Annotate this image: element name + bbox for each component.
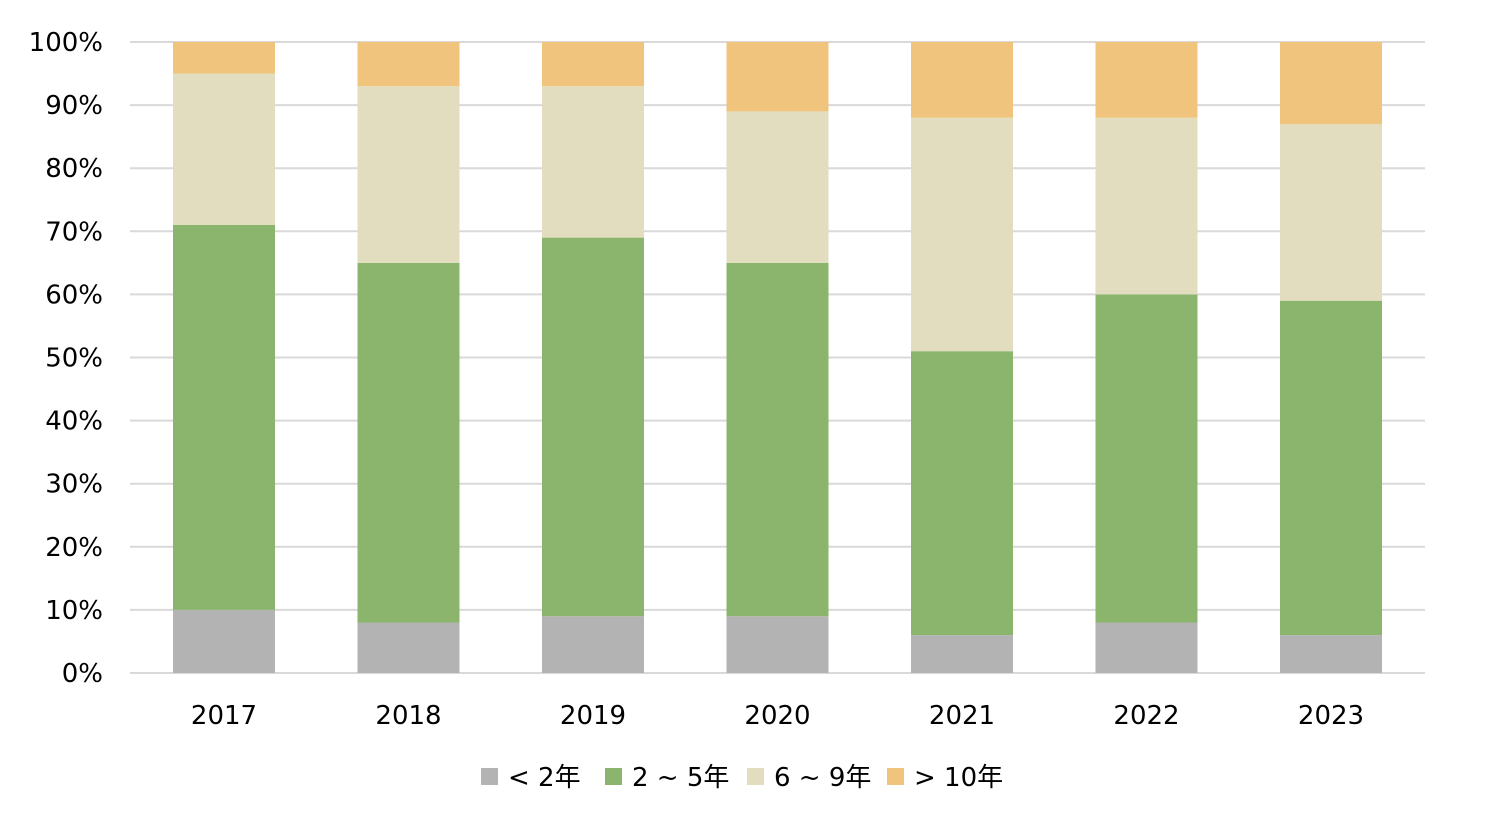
legend-label: < 2年 [508, 763, 581, 793]
x-tick-label: 2022 [1113, 701, 1179, 731]
bar-segment [542, 86, 644, 238]
x-tick-label: 2017 [191, 701, 257, 731]
bar-segment [1280, 300, 1382, 636]
bar-segment [173, 609, 275, 673]
y-axis-tick-labels: 0% 10% 20% 30% 40% 50% 60% 70% 80% 90% 100% [29, 28, 103, 689]
y-tick-label: 50% [45, 344, 103, 374]
bar-segment [1280, 124, 1382, 301]
y-tick-label: 0% [62, 659, 103, 689]
bar-segment [1095, 117, 1198, 295]
y-tick-label: 70% [45, 217, 103, 247]
bar-segment [911, 117, 1013, 352]
legend-swatch [887, 768, 904, 785]
bar-segment [1095, 42, 1198, 118]
legend-swatch [481, 768, 498, 785]
x-tick-label: 2021 [929, 701, 995, 731]
bar-segment [1095, 294, 1198, 623]
y-tick-label: 90% [45, 91, 103, 121]
bar-segment [726, 262, 829, 617]
bar-segment [1280, 42, 1382, 125]
y-tick-label: 100% [29, 28, 103, 58]
bar-segment [911, 42, 1013, 118]
bar-segment [542, 42, 644, 87]
bar-segment [726, 42, 829, 112]
x-tick-label: 2019 [560, 701, 626, 731]
y-tick-label: 10% [45, 596, 103, 626]
y-tick-label: 20% [45, 533, 103, 563]
legend-item: 2 ~ 5年 [605, 763, 729, 793]
legend-label: 6 ~ 9年 [774, 763, 871, 793]
legend-item: 6 ~ 9年 [747, 763, 871, 793]
bar-segment [357, 262, 460, 623]
bar-segment [173, 42, 275, 74]
legend-swatch [605, 768, 622, 785]
x-tick-label: 2018 [375, 701, 441, 731]
bar-segment [1280, 635, 1382, 673]
y-tick-label: 80% [45, 154, 103, 184]
x-tick-label: 2023 [1298, 701, 1364, 731]
y-tick-label: 30% [45, 470, 103, 500]
bar-segment [357, 42, 460, 87]
bar-segment [911, 635, 1013, 673]
legend-swatch [747, 768, 764, 785]
bar-segment [173, 224, 275, 610]
y-tick-label: 40% [45, 407, 103, 437]
legend: < 2年 2 ~ 5年 6 ~ 9年 > 10年 [481, 763, 1003, 793]
legend-item: < 2年 [481, 763, 581, 793]
bar-segment [726, 616, 829, 673]
x-tick-label: 2020 [744, 701, 810, 731]
bar-segment [357, 622, 460, 673]
legend-item: > 10年 [887, 763, 1003, 793]
x-axis-tick-labels: 2017 2018 2019 2020 2021 2022 2023 [191, 701, 1364, 731]
bar-segment [911, 351, 1013, 636]
bar-segment [542, 616, 644, 673]
bars [173, 42, 1382, 673]
bar-segment [1095, 622, 1198, 673]
bar-segment [173, 73, 275, 225]
bar-segment [542, 237, 644, 617]
legend-label: > 10年 [914, 763, 1003, 793]
bar-segment [357, 86, 460, 263]
legend-label: 2 ~ 5年 [632, 763, 729, 793]
bar-segment [726, 111, 829, 263]
y-tick-label: 60% [45, 280, 103, 310]
